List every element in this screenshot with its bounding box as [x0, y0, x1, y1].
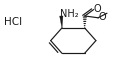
Polygon shape: [60, 16, 63, 28]
Text: O: O: [98, 12, 106, 22]
Text: NH₂: NH₂: [60, 9, 78, 19]
Text: HCl: HCl: [4, 17, 22, 27]
Text: O: O: [94, 4, 101, 14]
